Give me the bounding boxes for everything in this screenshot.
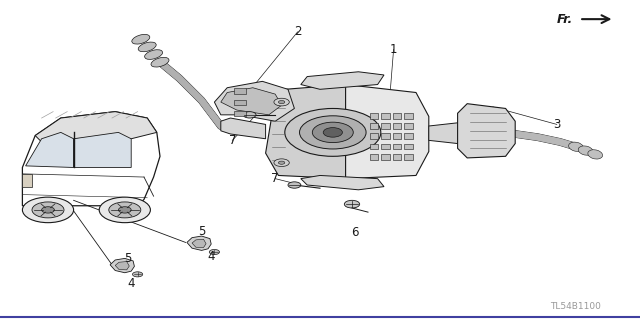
Polygon shape	[221, 118, 266, 139]
Polygon shape	[74, 132, 131, 167]
Text: 3: 3	[553, 118, 561, 131]
Circle shape	[344, 200, 360, 208]
Polygon shape	[110, 258, 134, 273]
Text: 5: 5	[198, 225, 205, 238]
Polygon shape	[192, 239, 206, 248]
Polygon shape	[26, 132, 74, 167]
Circle shape	[32, 202, 64, 218]
Text: TL54B1100: TL54B1100	[550, 302, 602, 311]
Polygon shape	[221, 88, 282, 115]
Text: 1: 1	[390, 43, 397, 56]
FancyBboxPatch shape	[370, 113, 378, 119]
FancyBboxPatch shape	[234, 111, 246, 116]
Circle shape	[42, 207, 54, 213]
Circle shape	[109, 202, 141, 218]
Circle shape	[118, 207, 131, 213]
FancyBboxPatch shape	[381, 133, 390, 139]
Circle shape	[323, 128, 342, 137]
Polygon shape	[301, 175, 384, 190]
FancyBboxPatch shape	[381, 113, 390, 119]
Circle shape	[243, 112, 256, 118]
Text: Fr.: Fr.	[557, 13, 573, 26]
FancyBboxPatch shape	[393, 113, 401, 119]
Polygon shape	[346, 85, 429, 179]
Polygon shape	[115, 262, 129, 270]
Ellipse shape	[151, 57, 169, 67]
Ellipse shape	[588, 150, 603, 159]
FancyBboxPatch shape	[404, 154, 413, 160]
Circle shape	[278, 100, 285, 104]
FancyBboxPatch shape	[404, 123, 413, 129]
Ellipse shape	[138, 42, 156, 52]
FancyBboxPatch shape	[393, 133, 401, 139]
Circle shape	[209, 249, 220, 255]
Circle shape	[312, 122, 353, 143]
Circle shape	[274, 159, 289, 167]
FancyBboxPatch shape	[393, 144, 401, 149]
FancyBboxPatch shape	[370, 133, 378, 139]
Polygon shape	[187, 236, 211, 250]
Polygon shape	[35, 112, 157, 145]
Text: 4: 4	[207, 250, 215, 263]
Text: 4: 4	[127, 278, 135, 290]
Polygon shape	[214, 81, 294, 121]
FancyBboxPatch shape	[234, 100, 246, 105]
Polygon shape	[458, 104, 515, 158]
FancyBboxPatch shape	[370, 144, 378, 149]
FancyBboxPatch shape	[393, 123, 401, 129]
FancyBboxPatch shape	[22, 174, 32, 187]
Circle shape	[285, 108, 381, 156]
FancyBboxPatch shape	[381, 154, 390, 160]
Text: 6: 6	[351, 226, 359, 239]
FancyBboxPatch shape	[381, 144, 390, 149]
Polygon shape	[266, 85, 346, 179]
Polygon shape	[22, 112, 160, 206]
Text: 2: 2	[294, 26, 301, 38]
Polygon shape	[429, 123, 467, 144]
Ellipse shape	[568, 142, 584, 152]
FancyBboxPatch shape	[404, 113, 413, 119]
Circle shape	[278, 161, 285, 164]
FancyBboxPatch shape	[404, 133, 413, 139]
FancyBboxPatch shape	[370, 154, 378, 160]
Text: 5: 5	[124, 252, 132, 265]
Circle shape	[132, 272, 143, 277]
Ellipse shape	[578, 146, 593, 155]
FancyBboxPatch shape	[234, 88, 246, 94]
FancyBboxPatch shape	[381, 123, 390, 129]
Ellipse shape	[132, 34, 150, 44]
Circle shape	[274, 98, 289, 106]
Circle shape	[288, 182, 301, 188]
Ellipse shape	[145, 50, 163, 59]
Circle shape	[22, 197, 74, 223]
Circle shape	[99, 197, 150, 223]
FancyBboxPatch shape	[370, 123, 378, 129]
FancyBboxPatch shape	[393, 154, 401, 160]
Text: 7: 7	[228, 134, 236, 147]
Circle shape	[300, 116, 366, 149]
Polygon shape	[301, 72, 384, 89]
Text: 7: 7	[271, 172, 279, 185]
FancyBboxPatch shape	[404, 144, 413, 149]
